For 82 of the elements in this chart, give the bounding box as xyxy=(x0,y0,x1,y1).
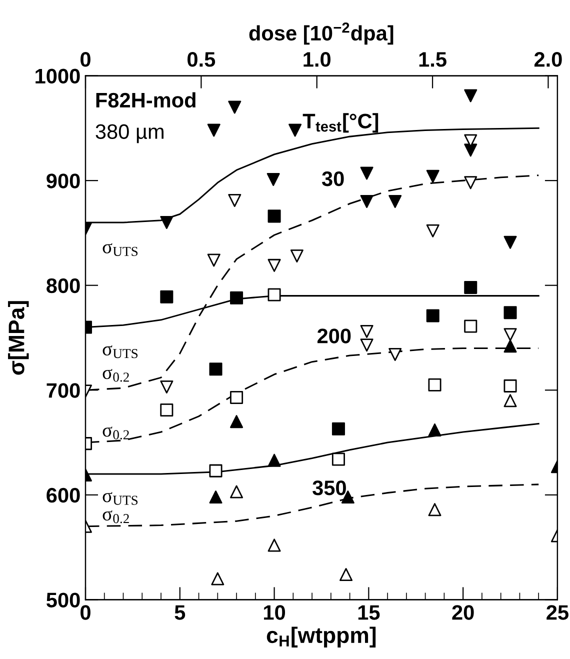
point xyxy=(268,454,281,467)
y-tick-label: 600 xyxy=(46,488,80,503)
annotation: σ$_{UTS}$ xyxy=(102,243,138,256)
x2-tick-label: 0 xyxy=(80,52,90,67)
point xyxy=(160,290,174,304)
point xyxy=(160,216,174,229)
point xyxy=(266,173,280,186)
point xyxy=(360,338,374,352)
annotation: 380 µm xyxy=(96,124,164,144)
y-tick-label: 800 xyxy=(46,278,80,294)
point xyxy=(464,320,478,333)
point xyxy=(426,170,440,183)
point xyxy=(504,340,517,353)
y-axis-title: σ[MPa] xyxy=(8,301,29,375)
x-tick-label: 15 xyxy=(358,605,380,620)
x-tick-label: 0 xyxy=(80,605,90,620)
point xyxy=(464,144,478,157)
point xyxy=(228,194,242,207)
annotation: 30 xyxy=(322,171,344,186)
point xyxy=(211,572,224,586)
point xyxy=(428,423,442,436)
point xyxy=(290,250,304,263)
point xyxy=(332,452,345,466)
point xyxy=(504,328,517,342)
point xyxy=(360,324,374,338)
annotation: σ$_{UTS}$ xyxy=(102,345,138,358)
y-tick-label: 500 xyxy=(46,592,80,608)
annotation: σ$_{0.2}$ xyxy=(102,426,129,440)
point xyxy=(504,394,517,408)
point xyxy=(464,280,478,294)
annotation: F82H-mod xyxy=(96,92,196,108)
annotation: 200 xyxy=(317,328,351,344)
point xyxy=(268,210,281,223)
point xyxy=(207,254,220,267)
point xyxy=(504,306,517,320)
y-tick-label: 900 xyxy=(46,174,80,188)
point xyxy=(230,485,244,498)
annotation: σ$_{0.2}$ xyxy=(102,510,129,524)
x-tick-label: 5 xyxy=(174,605,186,620)
point xyxy=(209,464,222,478)
x2-tick-label: 0.5 xyxy=(188,52,216,67)
point xyxy=(464,89,478,102)
point xyxy=(230,415,244,428)
point xyxy=(464,176,478,190)
point xyxy=(388,348,402,362)
x-tick-label: 25 xyxy=(546,605,568,620)
point xyxy=(268,258,281,272)
point xyxy=(207,124,220,137)
point xyxy=(288,124,302,137)
x2-tick-label: 2.0 xyxy=(534,52,562,67)
annotation: 350 xyxy=(312,480,346,496)
point xyxy=(228,100,242,114)
y-tick-label: 1000 xyxy=(36,68,80,84)
point xyxy=(360,195,374,208)
x2-tick-label: 1.0 xyxy=(304,52,330,67)
annotation: σ$_{0.2}$ xyxy=(102,368,129,382)
point xyxy=(388,195,402,208)
x-tick-label: 20 xyxy=(452,605,474,620)
annotation: σ$_{UTS}$ xyxy=(102,492,138,505)
x2-axis-title: dose [10$^{−2}$dpa] xyxy=(249,22,394,45)
point xyxy=(360,166,374,180)
point xyxy=(268,538,281,552)
annotation: T$_{test}$[°C] xyxy=(302,113,378,133)
point xyxy=(209,362,222,376)
point xyxy=(160,380,174,394)
point xyxy=(426,309,440,322)
point xyxy=(160,404,174,417)
point xyxy=(230,390,244,404)
x-axis-title: c$_{H}$[wtppm] xyxy=(266,626,376,648)
point xyxy=(209,490,222,504)
x2-tick-label: 1.5 xyxy=(419,52,446,67)
point xyxy=(268,288,281,302)
point xyxy=(428,378,442,392)
point xyxy=(504,236,517,249)
point xyxy=(340,568,353,582)
point xyxy=(230,291,244,304)
x-tick-label: 10 xyxy=(264,605,286,620)
y-tick-label: 700 xyxy=(46,383,80,398)
point xyxy=(504,379,517,392)
point xyxy=(332,422,345,436)
point xyxy=(428,503,442,516)
point xyxy=(426,224,440,238)
